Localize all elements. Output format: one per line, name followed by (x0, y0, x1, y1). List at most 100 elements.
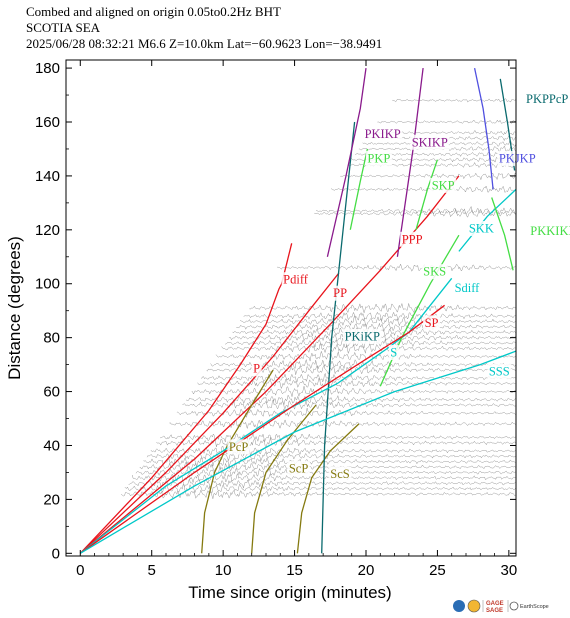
logo-sage-text: SAGE (486, 608, 503, 614)
phase-label-pp: PP (333, 286, 347, 300)
phase-label-p: P (253, 362, 260, 376)
phase-curve-s (79, 331, 410, 554)
phase-label-pcp: PcP (229, 440, 249, 454)
seismogram-trace (392, 98, 516, 103)
y-axis-title: Distance (degrees) (5, 236, 24, 380)
y-tick-label: 60 (43, 384, 60, 401)
seismogram-trace (150, 445, 516, 457)
phase-label-pdiff: Pdiff (283, 273, 309, 287)
phase-curve-skp (415, 159, 439, 230)
seismogram-trace (124, 483, 516, 494)
phase-label-pkikp: PKiKP (345, 329, 380, 343)
logo-globe-icon (453, 600, 465, 612)
seismogram-trace (243, 311, 516, 322)
y-tick-label: 160 (35, 114, 60, 131)
phase-label-ppp: PPP (402, 232, 423, 246)
phase-curve-pcp (201, 369, 274, 554)
seismogram-trace (176, 407, 516, 419)
phase-curve-sks (379, 234, 460, 387)
y-tick-label: 120 (35, 222, 60, 239)
seismogram-trace (156, 437, 516, 448)
phase-label-pkkikik: PKKIKIK (530, 224, 570, 238)
phase-label-background (528, 223, 570, 239)
phase-curves (79, 67, 516, 554)
seismogram-trace (215, 350, 516, 362)
header-line-event: 2025/06/28 08:32:21 M6.6 Z=10.0km Lat=−6… (26, 36, 383, 51)
seismogram-trace (377, 119, 516, 124)
seismogram-trace (146, 450, 516, 462)
phase-curve-pp (79, 272, 340, 554)
phase-label-skk: SKK (469, 222, 494, 236)
plot-frame (65, 59, 517, 557)
seismogram-trace (120, 489, 516, 499)
logo-earthscope-text: EarthScope (520, 604, 549, 610)
y-tick-label: 100 (35, 276, 60, 293)
phase-label-sdiff: Sdiff (455, 281, 481, 295)
logo-earthscope-icon (509, 601, 519, 611)
seismogram-trace (191, 386, 516, 398)
y-tick-label: 180 (35, 60, 60, 77)
phase-label-background (388, 345, 399, 361)
phase-label-skp: SKP (432, 178, 455, 192)
phase-label-background (287, 460, 310, 476)
phase-label-skikp: SKIKP (412, 135, 448, 149)
seismogram-trace (239, 314, 516, 328)
y-tick-label: 20 (43, 491, 60, 508)
phase-curve-sp (79, 304, 445, 554)
header-line-region: SCOTIA SEA (26, 20, 101, 35)
seismogram-trace (316, 206, 516, 215)
phase-curve-p (79, 283, 283, 554)
x-tick-label: 20 (358, 562, 375, 579)
phase-label-background (400, 231, 425, 247)
phase-label-sks: SKS (423, 265, 446, 279)
phase-label-background (453, 280, 482, 296)
phase-label-scp: ScP (289, 461, 309, 475)
seismogram-trace (135, 465, 516, 477)
axes-box (65, 59, 517, 557)
seismogram-trace (169, 419, 516, 430)
phase-curve-pkjkp (473, 67, 494, 190)
phase-label-s: S (390, 346, 397, 360)
phase-curve-scp (251, 404, 317, 554)
phase-curve-pkkikik (491, 197, 514, 271)
seismogram-trace (182, 399, 516, 410)
x-tick-label: 15 (286, 562, 303, 579)
phase-label-background (524, 91, 570, 107)
phase-label-background (363, 126, 403, 142)
phase-label-background (497, 150, 538, 166)
seismogram-trace (330, 185, 516, 193)
phase-label-sp: SP (425, 316, 439, 330)
x-tick-label: 10 (215, 562, 232, 579)
y-tick-label: 0 (52, 545, 60, 562)
phase-label-background (410, 134, 450, 150)
seismogram-trace (200, 372, 516, 383)
logo-strip: GAGE SAGE EarthScope (453, 599, 549, 614)
phase-label-background (487, 363, 512, 379)
phase-curve-skikp (396, 68, 424, 257)
y-tick-label: 140 (35, 168, 60, 185)
logo-gage-text: GAGE (486, 601, 504, 607)
phase-label-background (421, 264, 448, 280)
logo-seal-icon (467, 599, 481, 613)
phase-curve-pkp (349, 148, 369, 230)
phase-label-pkikp: PKIKP (365, 127, 401, 141)
seismogram-trace (186, 394, 516, 406)
phase-curve-pkikp (326, 68, 367, 257)
phase-label-background (251, 361, 262, 377)
phase-label-pkppcp: PKPPcP (526, 92, 568, 106)
phase-label-background (328, 466, 352, 482)
phase-label-background (423, 315, 441, 331)
y-tick-label: 40 (43, 437, 60, 454)
x-tick-label: 30 (501, 562, 518, 579)
phase-label-background (331, 285, 349, 301)
x-tick-label: 25 (429, 562, 446, 579)
phase-curve-sss (79, 350, 516, 554)
phase-label-background (365, 150, 392, 166)
seismogram-trace (221, 343, 516, 355)
phase-label-background (227, 439, 250, 455)
phase-label-background (467, 221, 496, 237)
seismogram-trace (249, 302, 516, 314)
phase-label-background (430, 177, 457, 193)
phase-curve-pkikp (321, 121, 356, 554)
